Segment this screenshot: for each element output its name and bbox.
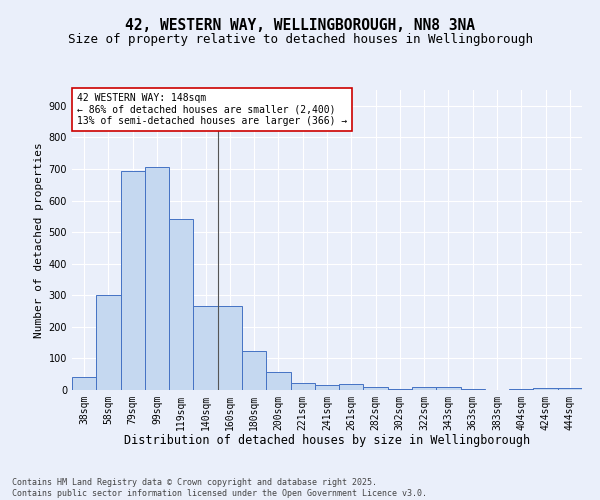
Bar [72,376,96,390]
Bar [533,388,558,390]
Bar [193,306,218,390]
Bar [121,170,145,390]
Text: Contains HM Land Registry data © Crown copyright and database right 2025.
Contai: Contains HM Land Registry data © Crown c… [12,478,427,498]
Bar [145,167,169,390]
Text: Size of property relative to detached houses in Wellingborough: Size of property relative to detached ho… [67,32,533,46]
Bar [169,220,193,390]
Bar [315,386,339,390]
Bar [242,352,266,390]
Bar [436,387,461,390]
Bar [412,387,436,390]
Bar [364,388,388,390]
X-axis label: Distribution of detached houses by size in Wellingborough: Distribution of detached houses by size … [124,434,530,448]
Bar [339,384,364,390]
Bar [218,306,242,390]
Bar [290,383,315,390]
Bar [266,372,290,390]
Bar [96,296,121,390]
Bar [558,388,582,390]
Y-axis label: Number of detached properties: Number of detached properties [34,142,44,338]
Text: 42, WESTERN WAY, WELLINGBOROUGH, NN8 3NA: 42, WESTERN WAY, WELLINGBOROUGH, NN8 3NA [125,18,475,32]
Text: 42 WESTERN WAY: 148sqm
← 86% of detached houses are smaller (2,400)
13% of semi-: 42 WESTERN WAY: 148sqm ← 86% of detached… [77,93,347,126]
